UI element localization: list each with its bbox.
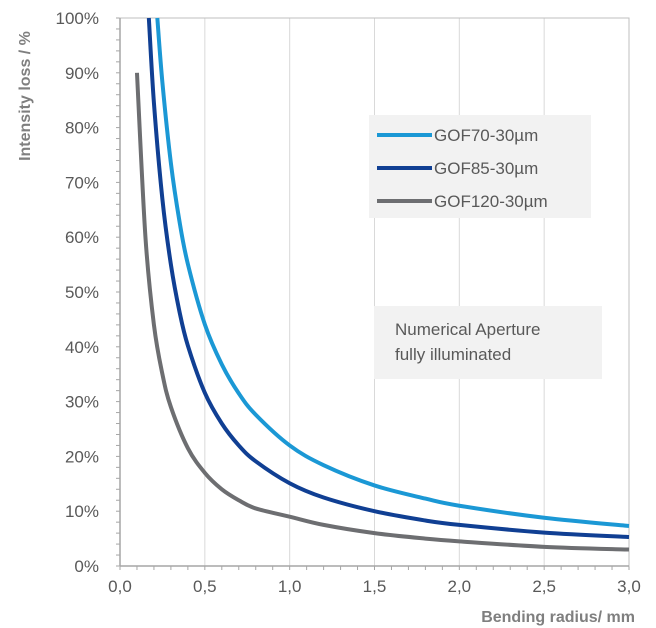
x-tick-label: 3,0 bbox=[617, 577, 641, 596]
series-lines bbox=[134, 17, 630, 552]
series-line-gof120 bbox=[134, 72, 630, 552]
x-tick-label: 0,0 bbox=[108, 577, 132, 596]
legend-label-gof120: GOF120-30µm bbox=[434, 192, 548, 211]
y-tick-label: 10% bbox=[65, 502, 99, 521]
annotation-line-1: Numerical Aperture bbox=[395, 320, 541, 339]
series-line-gof85 bbox=[146, 17, 630, 539]
axes bbox=[116, 17, 630, 570]
legend-label-gof85: GOF85-30µm bbox=[434, 159, 538, 178]
y-tick-label: 70% bbox=[65, 173, 99, 192]
y-tick-label: 40% bbox=[65, 338, 99, 357]
x-tick-label: 2,5 bbox=[532, 577, 556, 596]
y-tick-label: 90% bbox=[65, 64, 99, 83]
y-tick-label: 0% bbox=[74, 557, 99, 576]
x-tick-label: 1,5 bbox=[363, 577, 387, 596]
y-tick-label: 100% bbox=[56, 9, 99, 28]
y-tick-label: 50% bbox=[65, 283, 99, 302]
annotation-line-2: fully illuminated bbox=[395, 345, 511, 364]
tick-labels: 0,0 0,5 1,0 1,5 2,0 2,5 3,0 0% 10% 20% 30% 40% 50% 60… bbox=[56, 9, 641, 596]
y-tick-label: 60% bbox=[65, 228, 99, 247]
x-tick-label: 0,5 bbox=[193, 577, 217, 596]
x-axis-title: Bending radius/ mm bbox=[481, 609, 635, 626]
y-axis-title: Intensity loss / % bbox=[17, 31, 34, 161]
legend: GOF70-30µm GOF85-30µm GOF120-30µm bbox=[369, 115, 591, 218]
y-tick-label: 30% bbox=[65, 393, 99, 412]
annotation: Numerical Aperture fully illuminated bbox=[374, 306, 602, 379]
legend-label-gof70: GOF70-30µm bbox=[434, 126, 538, 145]
y-tick-label: 20% bbox=[65, 447, 99, 466]
series-line-gof70 bbox=[155, 17, 630, 528]
x-tick-label: 2,0 bbox=[448, 577, 472, 596]
annotation-box bbox=[374, 306, 602, 379]
x-tick-label: 1,0 bbox=[278, 577, 302, 596]
y-tick-label: 80% bbox=[65, 119, 99, 138]
